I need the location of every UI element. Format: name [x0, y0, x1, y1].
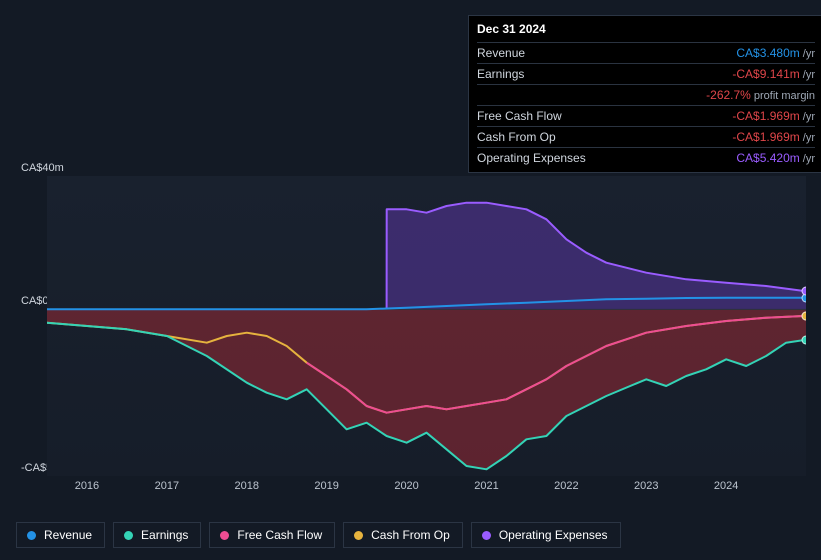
series-marker-earnings: [802, 335, 807, 344]
legend-item-earnings[interactable]: Earnings: [113, 522, 201, 548]
tooltip-row-label: Free Cash Flow: [477, 109, 562, 123]
x-axis-tick: 2024: [714, 480, 738, 492]
x-axis-tick: 2018: [235, 480, 259, 492]
chart-legend: Revenue Earnings Free Cash Flow Cash From O…: [16, 522, 621, 548]
legend-dot-icon: [27, 531, 36, 540]
legend-dot-icon: [124, 531, 133, 540]
x-axis-tick: 2022: [554, 480, 578, 492]
tooltip-row-margin: -262.7%profit margin: [477, 84, 815, 105]
x-axis: 2016 2017 2018 2019 2020 2021 2022 2023 2024: [47, 480, 806, 500]
tooltip-row-earnings: Earnings -CA$9.141m/yr: [477, 63, 815, 84]
legend-dot-icon: [354, 531, 363, 540]
tooltip-row-revenue: Revenue CA$3.480m/yr: [477, 42, 815, 63]
legend-dot-icon: [482, 531, 491, 540]
series-marker-opex: [802, 287, 807, 296]
tooltip-row-label: Operating Expenses: [477, 151, 586, 165]
x-axis-tick: 2017: [155, 480, 179, 492]
legend-label: Free Cash Flow: [237, 528, 322, 542]
legend-label: Operating Expenses: [499, 528, 608, 542]
tooltip-row-label: Revenue: [477, 46, 525, 60]
tooltip-row-value: -CA$1.969m/yr: [732, 130, 815, 144]
x-axis-tick: 2021: [474, 480, 498, 492]
y-axis-label: CA$0: [21, 295, 49, 307]
x-axis-tick: 2023: [634, 480, 658, 492]
chart-plot[interactable]: [47, 176, 806, 476]
series-marker-cfo: [802, 311, 807, 320]
legend-label: Earnings: [141, 528, 188, 542]
legend-label: Cash From Op: [371, 528, 450, 542]
chart-area: CA$40mCA$0-CA$50m 2016201720182019202020…: [16, 160, 806, 515]
tooltip-title: Dec 31 2024: [477, 22, 815, 36]
legend-item-cfo[interactable]: Cash From Op: [343, 522, 463, 548]
tooltip-row-value: CA$5.420m/yr: [736, 151, 815, 165]
x-axis-tick: 2019: [314, 480, 338, 492]
tooltip-row-value: CA$3.480m/yr: [736, 46, 815, 60]
legend-item-revenue[interactable]: Revenue: [16, 522, 105, 548]
tooltip-row-value: -262.7%profit margin: [706, 88, 815, 102]
tooltip-row-fcf: Free Cash Flow -CA$1.969m/yr: [477, 105, 815, 126]
legend-dot-icon: [220, 531, 229, 540]
legend-label: Revenue: [44, 528, 92, 542]
tooltip-row-cfo: Cash From Op -CA$1.969m/yr: [477, 126, 815, 147]
legend-item-opex[interactable]: Operating Expenses: [471, 522, 621, 548]
y-axis-label: CA$40m: [21, 162, 64, 174]
tooltip-row-label: Cash From Op: [477, 130, 556, 144]
legend-item-fcf[interactable]: Free Cash Flow: [209, 522, 335, 548]
x-axis-tick: 2016: [75, 480, 99, 492]
chart-container: Dec 31 2024 Revenue CA$3.480m/yr Earnings -…: [0, 0, 821, 560]
tooltip-row-value: -CA$1.969m/yr: [732, 109, 815, 123]
tooltip-row-value: -CA$9.141m/yr: [732, 67, 815, 81]
chart-tooltip: Dec 31 2024 Revenue CA$3.480m/yr Earnings -…: [468, 15, 821, 173]
tooltip-row-label: Earnings: [477, 67, 524, 81]
x-axis-tick: 2020: [394, 480, 418, 492]
tooltip-row-opex: Operating Expenses CA$5.420m/yr: [477, 147, 815, 168]
